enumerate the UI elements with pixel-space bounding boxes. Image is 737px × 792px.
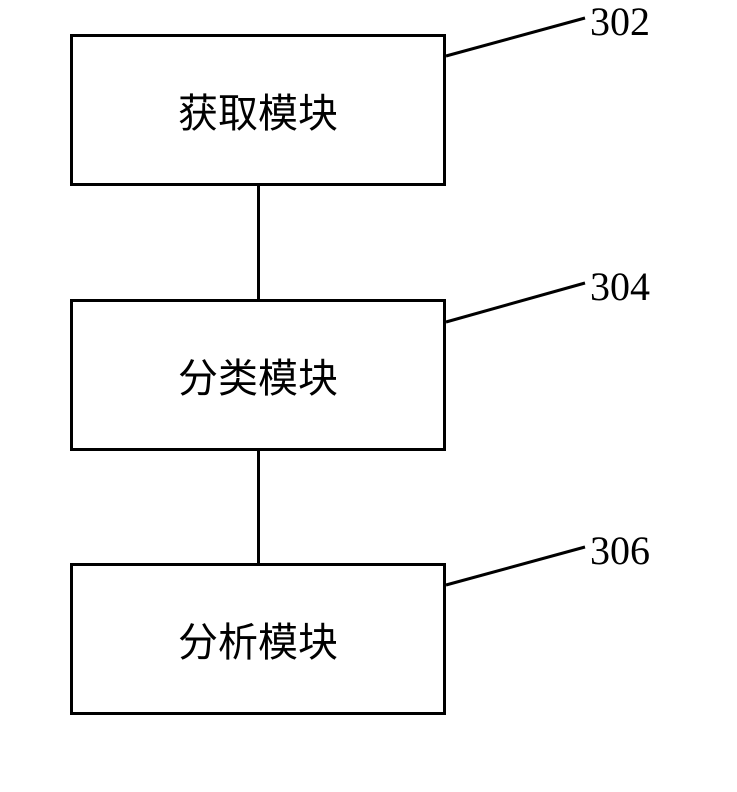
leader-line-306 — [0, 0, 737, 792]
diagram-canvas: 获取模块 分类模块 分析模块 302 304 306 — [0, 0, 737, 792]
node-number-306: 306 — [590, 527, 650, 574]
